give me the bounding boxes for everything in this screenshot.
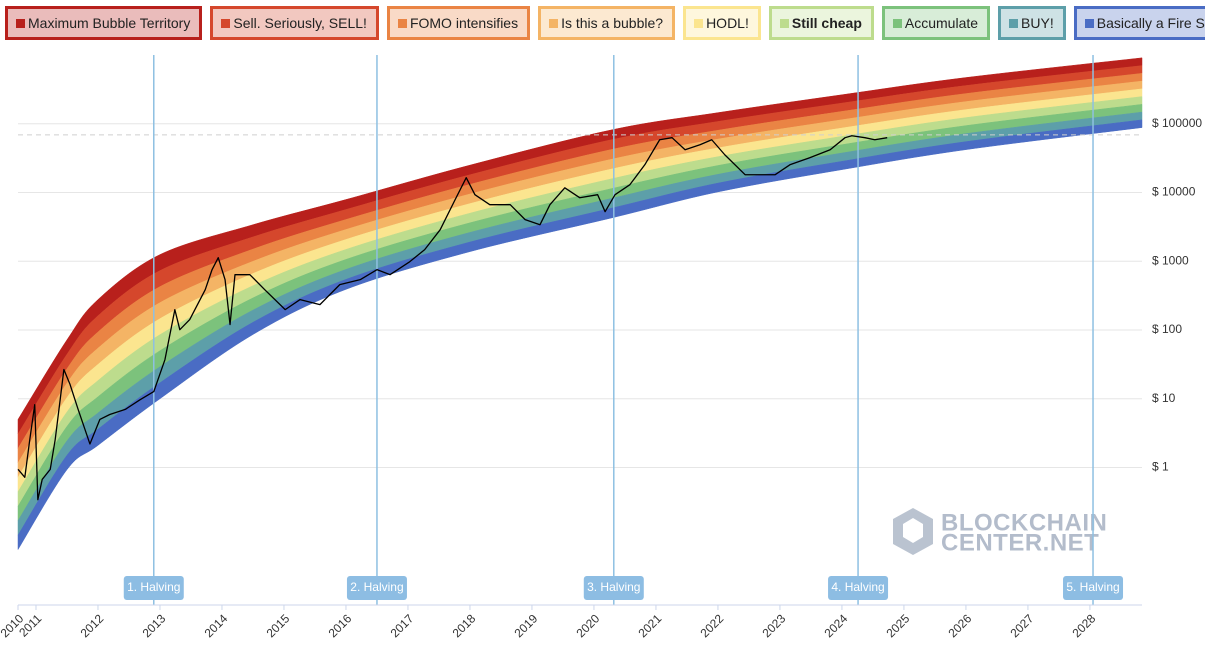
y-tick-label: $ 100 (1152, 322, 1182, 336)
legend-item[interactable]: Is this a bubble? (538, 6, 676, 40)
x-tick-label: 2012 (78, 611, 107, 640)
legend-swatch (397, 18, 407, 28)
x-tick-label: 2016 (326, 611, 355, 640)
x-tick-label: 2026 (946, 611, 975, 640)
legend-swatch (16, 18, 25, 28)
legend-swatch (1009, 18, 1019, 28)
x-tick-label: 2023 (760, 611, 789, 640)
y-tick-label: $ 1 (1152, 460, 1169, 474)
halving-label: 2. Halving (350, 580, 403, 594)
watermark-text: BLOCKCHAIN (941, 509, 1107, 536)
halving-label: 4. Halving (831, 580, 884, 594)
x-tick-label: 2020 (574, 611, 603, 640)
x-tick-label: 2025 (884, 611, 913, 640)
legend-swatch (221, 18, 231, 28)
legend-label: Still cheap (791, 15, 862, 31)
rainbow-band (17, 119, 1143, 551)
legend: Maximum Bubble Territory Sell. Seriously,… (5, 6, 1205, 40)
legend-label: HODL! (706, 15, 749, 31)
legend-swatch (549, 18, 559, 28)
halving-badge (346, 576, 407, 600)
y-tick-label: $ 100000 (1152, 116, 1202, 130)
legend-item[interactable]: FOMO intensifies (386, 6, 531, 40)
x-tick-label: 2019 (512, 611, 541, 640)
x-tick-label: 2013 (140, 611, 169, 640)
legend-label: Accumulate (904, 15, 979, 31)
legend-item[interactable]: BUY! (998, 6, 1066, 40)
halving-badge (123, 576, 184, 600)
price-line (17, 135, 888, 501)
x-tick-label: 2022 (698, 611, 727, 640)
legend-swatch (892, 18, 902, 28)
halving-label: 5. Halving (1066, 580, 1119, 594)
legend-label: BUY! (1021, 15, 1054, 31)
x-tick-label: 2017 (388, 611, 417, 640)
y-tick-label: $ 10 (1152, 391, 1176, 405)
halving-badge (828, 576, 889, 600)
legend-label: Is this a bubble? (561, 15, 664, 31)
halving-label: 3. Halving (587, 580, 640, 594)
x-tick-label: 2027 (1008, 611, 1037, 640)
y-tick-label: $ 1000 (1152, 253, 1189, 267)
legend-item[interactable]: Sell. Seriously, SELL! (210, 6, 379, 40)
y-tick-label: $ 10000 (1152, 185, 1196, 199)
legend-swatch (779, 18, 789, 28)
watermark-logo (893, 508, 933, 555)
x-tick-label: 2024 (822, 611, 851, 640)
legend-swatch (694, 18, 704, 28)
legend-item[interactable]: Accumulate (881, 6, 991, 40)
legend-label: FOMO intensifies (409, 15, 519, 31)
x-tick-label: 2028 (1070, 611, 1099, 640)
watermark-text: CENTER.NET (941, 529, 1099, 556)
legend-label: Maximum Bubble Territory (28, 15, 191, 31)
halving-label: 1. Halving (127, 580, 180, 594)
legend-item[interactable]: HODL! (683, 6, 761, 40)
halving-badge (1063, 576, 1124, 600)
halving-badge (583, 576, 644, 600)
legend-label: Sell. Seriously, SELL! (233, 15, 367, 31)
x-tick-label: 2015 (264, 611, 293, 640)
legend-item[interactable]: Basically a Fire Sale (1073, 6, 1205, 40)
x-tick-label: 2014 (202, 611, 231, 640)
legend-swatch (1084, 18, 1094, 28)
legend-item[interactable]: Maximum Bubble Territory (5, 6, 203, 40)
legend-item[interactable]: Still cheap (768, 6, 874, 40)
legend-label: Basically a Fire Sale (1096, 15, 1205, 31)
x-tick-label: 2021 (636, 611, 665, 640)
x-tick-label: 2018 (450, 611, 479, 640)
